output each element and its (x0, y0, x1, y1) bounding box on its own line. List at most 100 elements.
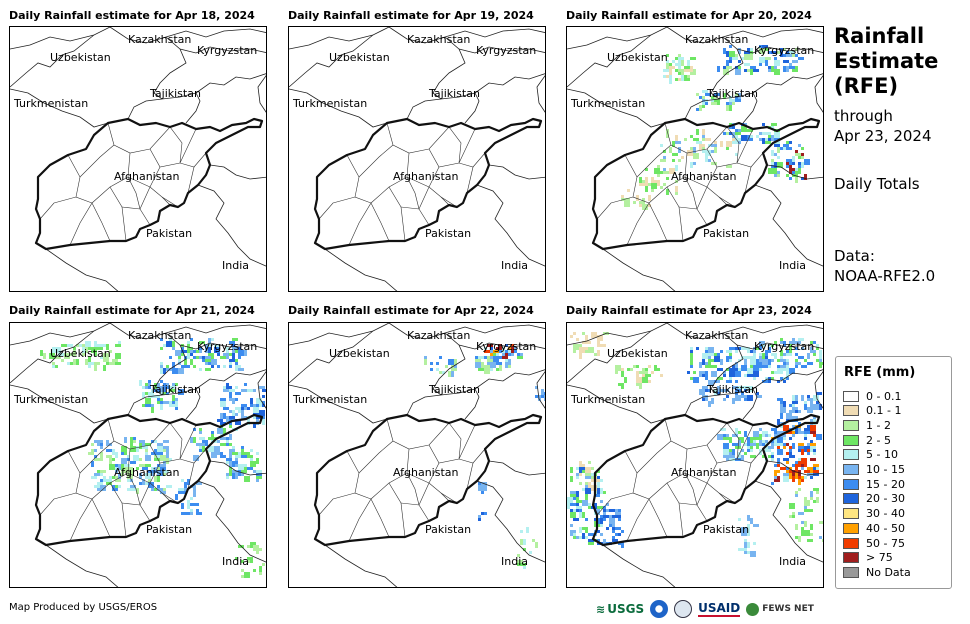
rain-cell (744, 431, 747, 437)
rain-cell (573, 347, 576, 353)
rain-cell (750, 69, 753, 75)
rain-cell (762, 362, 768, 365)
map-panel-apr18: Kazakhstan Kyrgyzstan Uzbekistan Tajikistan… (9, 26, 267, 292)
rain-cell (615, 371, 618, 374)
province-border (624, 154, 650, 204)
rain-cell (720, 141, 723, 147)
rain-cell (88, 356, 91, 359)
rain-cell (747, 515, 750, 521)
rain-cell (175, 383, 178, 386)
rain-cell (789, 437, 792, 440)
rain-cell (786, 60, 789, 63)
rain-cell (484, 347, 487, 350)
rain-cell (729, 371, 735, 377)
country-label-india: India (779, 555, 806, 568)
province-border (149, 128, 197, 168)
rain-cell (49, 353, 55, 359)
province-border (139, 482, 151, 506)
rain-cell (765, 141, 771, 144)
rain-cell (217, 347, 220, 353)
rain-cell (777, 437, 783, 443)
rain-cell (684, 138, 687, 141)
rain-cell (585, 530, 588, 533)
rain-cell (735, 69, 741, 75)
rain-cell (163, 488, 166, 491)
legend-item: 10 - 15 (843, 463, 905, 477)
rain-cell (645, 177, 648, 180)
rain-cell (681, 75, 684, 81)
legend-label: 15 - 20 (866, 477, 905, 491)
rain-cell (603, 515, 609, 518)
rain-cell (702, 386, 708, 389)
rain-cell (220, 452, 223, 458)
rain-cell (747, 551, 750, 554)
through-date: Apr 23, 2024 (834, 127, 932, 145)
rain-cell (535, 542, 538, 548)
rain-cell (801, 347, 804, 350)
legend-label: 50 - 75 (866, 536, 905, 550)
rain-cell (97, 458, 103, 461)
rain-cell (783, 147, 786, 150)
rain-cell (804, 359, 807, 362)
rain-cell (64, 353, 70, 359)
rain-cell (795, 150, 798, 153)
province-border (127, 472, 141, 506)
rain-cell (229, 443, 232, 446)
rain-cell (813, 470, 819, 473)
rain-cell (106, 449, 112, 452)
rain-cell (478, 485, 481, 488)
country-label-kazakhstan: Kazakhstan (128, 33, 191, 46)
rain-cell (157, 485, 160, 488)
rain-cell (738, 368, 741, 371)
rain-cell (729, 123, 732, 126)
province-border (91, 202, 111, 242)
rain-cell (738, 51, 741, 54)
rain-cell (259, 410, 265, 413)
rain-cell (798, 356, 804, 359)
rain-cell (211, 431, 214, 434)
rain-cell (94, 449, 97, 452)
legend-item: 0.1 - 1 (843, 404, 901, 418)
province-border (596, 492, 634, 516)
rain-cell (100, 344, 106, 347)
country-label-kyrgyzstan: Kyrgyzstan (754, 340, 814, 353)
rain-cell (717, 386, 720, 392)
rain-cell (229, 362, 232, 365)
rain-cell (675, 135, 678, 138)
rain-cell (570, 467, 573, 473)
country-border (567, 34, 652, 88)
rain-cell (259, 404, 262, 407)
rain-cell (705, 350, 708, 353)
rain-cell (666, 75, 669, 78)
rain-cell (819, 356, 822, 359)
rain-cell (675, 63, 678, 66)
rain-cell (235, 386, 238, 389)
rain-cell (591, 476, 594, 479)
rain-cell (669, 66, 672, 69)
rain-cell (702, 135, 705, 138)
rain-cell (777, 368, 783, 374)
rain-cell (226, 473, 229, 476)
rain-cell (538, 395, 541, 401)
province-border (448, 126, 462, 164)
rain-cell (621, 371, 624, 377)
rain-cell (118, 464, 121, 470)
rain-cell (690, 162, 693, 168)
rain-cell (609, 515, 612, 521)
province-border (346, 450, 372, 500)
rain-cell (109, 464, 115, 470)
rain-cell (94, 362, 100, 365)
rain-cell (795, 168, 798, 171)
rain-cell (780, 51, 783, 57)
rain-cell (232, 338, 238, 341)
rain-cell (744, 527, 747, 530)
rain-cell (813, 353, 816, 356)
rain-cell (705, 138, 708, 141)
rain-cell (190, 509, 193, 512)
rain-cell (567, 497, 573, 503)
rain-cell (55, 356, 61, 359)
rain-cell (175, 398, 178, 401)
rain-cell (723, 449, 729, 455)
rain-cell (702, 132, 705, 135)
rain-cell (190, 503, 193, 506)
